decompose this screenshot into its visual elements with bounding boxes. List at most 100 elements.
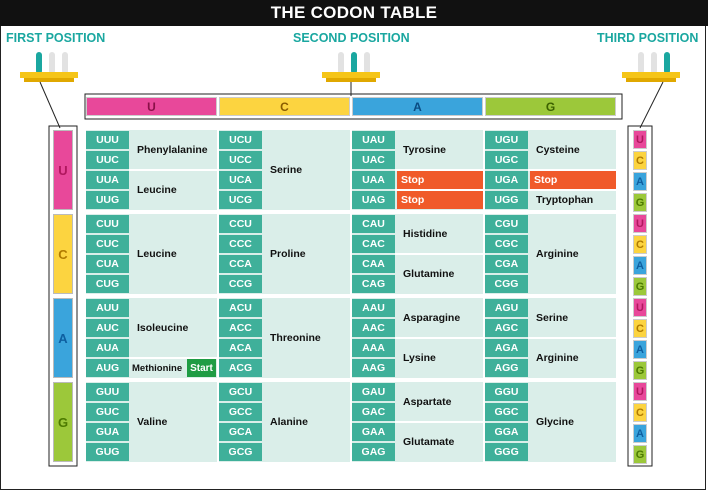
third-position-a: A — [633, 172, 647, 191]
codon-label: GCA — [219, 423, 262, 441]
amino-acid-label: Tryptophan — [536, 194, 594, 206]
codon-label: GUG — [86, 443, 129, 461]
codon-label: ACU — [219, 299, 262, 317]
codon-label: UGG — [485, 191, 528, 209]
codon-label: UUA — [86, 171, 129, 189]
amino-acid-label: Phenylalanine — [137, 144, 208, 156]
codon-label: GUU — [86, 383, 129, 401]
codon-label: AGA — [485, 339, 528, 357]
amino-acid-label: Methionine — [132, 362, 183, 374]
start-codon-badge: Start — [187, 359, 216, 377]
third-position-u: U — [633, 298, 647, 317]
third-position-c: C — [633, 403, 647, 422]
codon-label: GAG — [352, 443, 395, 461]
codon-label: CAG — [352, 275, 395, 293]
codon-label: AGG — [485, 359, 528, 377]
codon-label: UCG — [219, 191, 262, 209]
codon-label: CAC — [352, 235, 395, 253]
aa-divider — [395, 253, 483, 255]
codon-label: UGU — [485, 131, 528, 149]
stop-label: Stop — [401, 194, 425, 206]
codon-label: GCC — [219, 403, 262, 421]
codon-label: AUC — [86, 319, 129, 337]
codon-label: CUU — [86, 215, 129, 233]
third-position-a: A — [633, 256, 647, 275]
codon-label: CAA — [352, 255, 395, 273]
aa-divider — [395, 189, 483, 191]
aa-divider — [395, 169, 483, 171]
first-position-c: C — [53, 214, 73, 294]
codon-label: CCC — [219, 235, 262, 253]
codon-label: GGA — [485, 423, 528, 441]
third-position-a: A — [633, 424, 647, 443]
codon-label: CCA — [219, 255, 262, 273]
third-position-g: G — [633, 193, 647, 212]
stop-label: Stop — [401, 174, 425, 186]
first-position-icon — [20, 52, 78, 82]
stop-codon-highlight — [530, 171, 616, 189]
amino-acid-label: Leucine — [137, 184, 177, 196]
codon-label: UGA — [485, 171, 528, 189]
first-position-g: G — [53, 382, 73, 462]
codon-label: CCU — [219, 215, 262, 233]
codon-label: AUG — [86, 359, 129, 377]
codon-label: UAG — [352, 191, 395, 209]
codon-label: CUC — [86, 235, 129, 253]
amino-acid-label: Arginine — [536, 352, 579, 364]
page-title: THE CODON TABLE — [270, 3, 438, 22]
aa-divider — [129, 357, 217, 359]
codon-label: AGC — [485, 319, 528, 337]
stop-label: Stop — [534, 174, 558, 186]
amino-acid-label: Serine — [536, 312, 569, 324]
codon-label: UAU — [352, 131, 395, 149]
first-position-label: FIRST POSITION — [6, 31, 106, 45]
aa-divider — [528, 189, 616, 191]
table-frame — [0, 26, 706, 490]
amino-acid-label: Lysine — [403, 352, 436, 364]
amino-acid-label: Asparagine — [403, 312, 461, 324]
third-position-g: G — [633, 277, 647, 296]
codon-label: AAG — [352, 359, 395, 377]
codon-label: ACC — [219, 319, 262, 337]
codon-label: ACG — [219, 359, 262, 377]
codon-label: UCC — [219, 151, 262, 169]
block-divider — [86, 212, 616, 214]
codon-label: GUC — [86, 403, 129, 421]
amino-acid-label: Isoleucine — [137, 322, 189, 334]
codon-label: UAC — [352, 151, 395, 169]
amino-acid-label: Leucine — [137, 248, 177, 260]
third-position-g: G — [633, 445, 647, 464]
codon-label: CGG — [485, 275, 528, 293]
third-position-c: C — [633, 151, 647, 170]
amino-acid-label: Threonine — [270, 332, 321, 344]
codon-label: CCG — [219, 275, 262, 293]
codon-label: UAA — [352, 171, 395, 189]
codon-label: GUA — [86, 423, 129, 441]
second-position-a: A — [352, 97, 483, 116]
amino-acid-label: Aspartate — [403, 396, 452, 408]
codon-label: GAU — [352, 383, 395, 401]
amino-acid-label: Tyrosine — [403, 144, 446, 156]
third-position-label: THIRD POSITION — [597, 31, 699, 45]
codon-label: UUU — [86, 131, 129, 149]
codon-label: GAA — [352, 423, 395, 441]
amino-acid-label: Valine — [137, 416, 168, 428]
amino-acid-label: Glutamine — [403, 268, 455, 280]
aa-divider — [395, 421, 483, 423]
stop-codon-highlight — [397, 171, 483, 189]
codon-label: CGA — [485, 255, 528, 273]
third-position-u: U — [633, 382, 647, 401]
third-position-c: C — [633, 235, 647, 254]
first-position-u: U — [53, 130, 73, 210]
second-position-g: G — [485, 97, 616, 116]
codon-label: UUG — [86, 191, 129, 209]
codon-label: UUC — [86, 151, 129, 169]
amino-acid-label: Proline — [270, 248, 306, 260]
third-position-u: U — [633, 130, 647, 149]
second-position-c: C — [219, 97, 350, 116]
codon-label: CGU — [485, 215, 528, 233]
codon-label: GGG — [485, 443, 528, 461]
amino-acid-label: Glycine — [536, 416, 574, 428]
codon-label: UCU — [219, 131, 262, 149]
